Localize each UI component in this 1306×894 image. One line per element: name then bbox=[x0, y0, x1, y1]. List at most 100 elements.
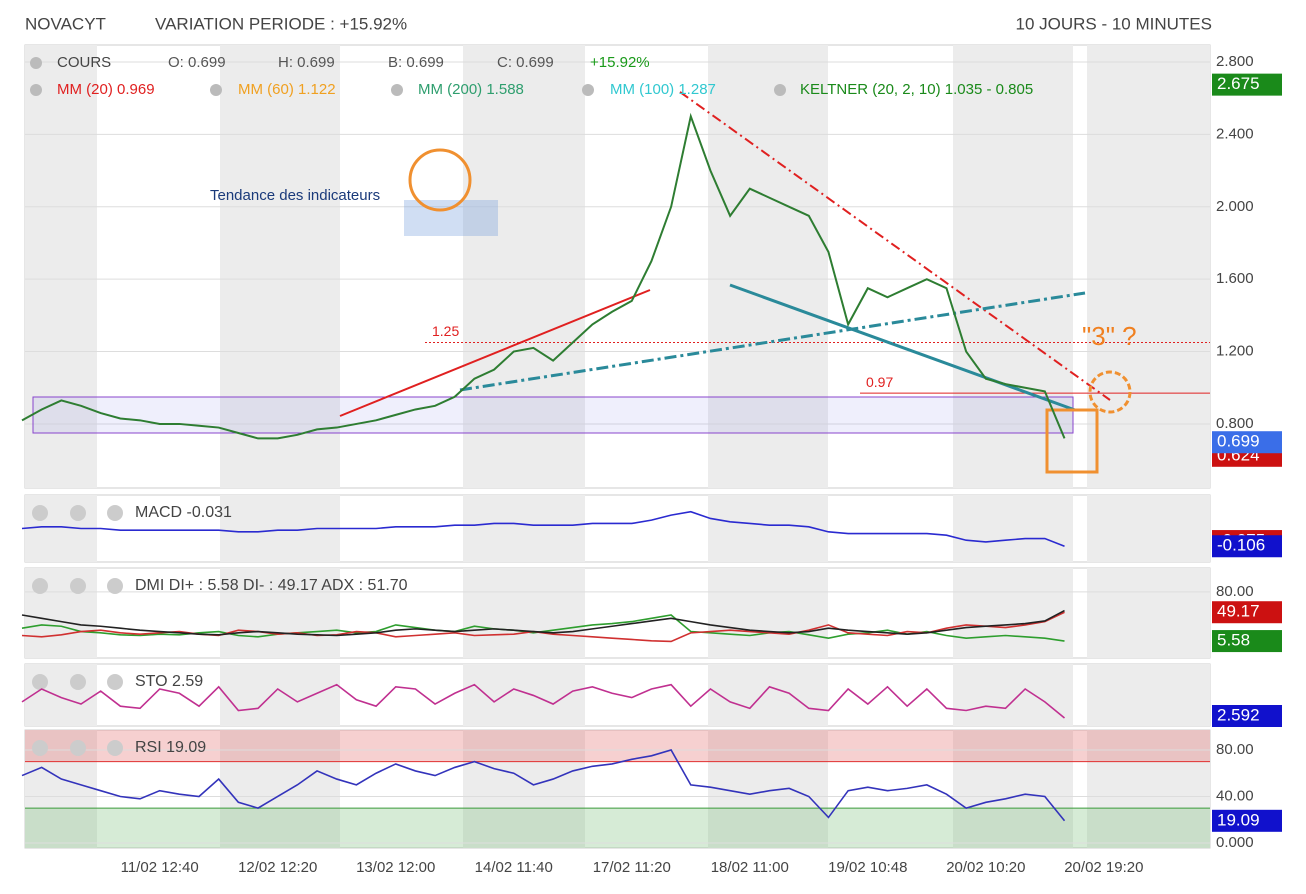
oversold-zone bbox=[25, 808, 1210, 848]
value-badge bbox=[1212, 601, 1282, 624]
trend-line bbox=[679, 91, 1111, 401]
panel-icon bbox=[70, 505, 86, 521]
day-shade bbox=[220, 568, 340, 658]
y-tick-label: 2.400 bbox=[1216, 125, 1254, 142]
range-box bbox=[32, 396, 1074, 434]
value-badge-label: 5.58 bbox=[1217, 631, 1250, 650]
panel-icon bbox=[32, 740, 48, 756]
series-line bbox=[21, 609, 1065, 637]
panel-icon bbox=[70, 740, 86, 756]
panel-icon bbox=[107, 674, 123, 690]
legend-entry: MM (20) 0.969 bbox=[57, 81, 155, 98]
day-shade bbox=[953, 45, 1073, 488]
y-tick-label: 2.800 bbox=[1216, 53, 1254, 70]
day-shade bbox=[1087, 568, 1210, 658]
y-tick-label: 80.00 bbox=[1216, 741, 1254, 758]
legend-entry: B: 0.699 bbox=[388, 54, 444, 71]
annotation: "3" ? bbox=[1082, 321, 1137, 351]
panel-title: RSI 19.09 bbox=[135, 739, 206, 756]
annotation: Tendance des indicateurs bbox=[210, 187, 380, 204]
x-tick-label: 11/02 12:40 bbox=[121, 859, 199, 876]
value-badge-label: 19.09 bbox=[1217, 810, 1260, 829]
legend-entry: C: 0.699 bbox=[497, 54, 554, 71]
settings-icon bbox=[582, 84, 594, 96]
day-shade bbox=[1087, 495, 1210, 562]
settings-icon bbox=[30, 84, 42, 96]
y-tick-label: 0.800 bbox=[1216, 415, 1254, 432]
panel-icon bbox=[107, 578, 123, 594]
hint-circle bbox=[1088, 370, 1132, 414]
settings-icon bbox=[30, 57, 42, 69]
x-tick-label: 18/02 11:00 bbox=[711, 859, 789, 876]
panel-title: MACD -0.031 bbox=[135, 504, 232, 521]
day-shade bbox=[463, 568, 585, 658]
panel-icon bbox=[107, 740, 123, 756]
trend-line bbox=[339, 289, 651, 417]
day-shade bbox=[953, 568, 1073, 658]
day-shade bbox=[463, 495, 585, 562]
value-badge bbox=[1212, 73, 1282, 96]
panel-icon bbox=[70, 578, 86, 594]
panel-icon bbox=[32, 505, 48, 521]
day-shade bbox=[25, 664, 97, 726]
y-tick-label: 0.000 bbox=[1216, 834, 1254, 851]
panel-title: STO 2.59 bbox=[135, 673, 203, 690]
y-tick-label: 1.600 bbox=[1216, 270, 1254, 287]
day-shade bbox=[708, 45, 828, 488]
stock-name: NOVACYT bbox=[25, 14, 106, 33]
series-line bbox=[21, 112, 1066, 440]
panel-title: DMI DI+ : 5.58 DI- : 49.17 ADX : 51.70 bbox=[135, 577, 408, 594]
y-tick-label: 80.00 bbox=[1216, 583, 1254, 600]
value-badge-label: 49.17 bbox=[1217, 602, 1260, 621]
panel-icon bbox=[70, 674, 86, 690]
settings-icon bbox=[774, 84, 786, 96]
x-tick-label: 17/02 11:20 bbox=[593, 859, 671, 876]
legend-entry: O: 0.699 bbox=[168, 54, 226, 71]
x-tick-label: 13/02 12:00 bbox=[356, 859, 435, 876]
day-shade bbox=[708, 495, 828, 562]
day-shade bbox=[1087, 45, 1210, 488]
legend-entry: +15.92% bbox=[590, 54, 650, 71]
series-line bbox=[21, 683, 1066, 719]
day-shade bbox=[708, 568, 828, 658]
value-badge bbox=[1212, 809, 1282, 832]
panel-icon bbox=[32, 674, 48, 690]
legend-entry: MM (200) 1.588 bbox=[418, 81, 524, 98]
day-shade bbox=[953, 495, 1073, 562]
value-badge bbox=[1212, 535, 1282, 558]
series-line bbox=[21, 510, 1065, 547]
hint-box bbox=[1045, 408, 1099, 474]
legend-entry: H: 0.699 bbox=[278, 54, 335, 71]
day-shade bbox=[1087, 664, 1210, 726]
panel-icon bbox=[107, 505, 123, 521]
value-badge bbox=[1212, 705, 1282, 727]
settings-icon bbox=[210, 84, 222, 96]
value-badge bbox=[1212, 630, 1282, 653]
x-tick-label: 20/02 10:20 bbox=[946, 859, 1025, 876]
hint-circle bbox=[408, 148, 472, 212]
value-badge-label: 2.675 bbox=[1217, 74, 1260, 93]
y-tick-label: 1.200 bbox=[1216, 343, 1254, 360]
panel-icon bbox=[32, 578, 48, 594]
x-tick-label: 20/02 19:20 bbox=[1064, 859, 1143, 876]
legend-entry: KELTNER (20, 2, 10) 1.035 - 0.805 bbox=[800, 81, 1033, 98]
value-badge-label: -0.106 bbox=[1217, 536, 1265, 555]
hint-box bbox=[404, 200, 498, 236]
legend-entry: MM (100) 1.287 bbox=[610, 81, 716, 98]
x-tick-label: 12/02 12:20 bbox=[238, 859, 317, 876]
day-shade bbox=[953, 664, 1073, 726]
day-shade bbox=[25, 45, 97, 488]
day-shade bbox=[463, 45, 585, 488]
value-badge-label: 0.699 bbox=[1217, 432, 1260, 451]
variation: VARIATION PERIODE : +15.92% bbox=[155, 14, 407, 33]
series-line bbox=[21, 749, 1066, 822]
value-badge-label: 2.592 bbox=[1217, 705, 1260, 724]
level-label: 0.97 bbox=[866, 374, 893, 390]
trend-line bbox=[459, 291, 1086, 392]
settings-icon bbox=[391, 84, 403, 96]
day-shade bbox=[708, 664, 828, 726]
trend-line bbox=[729, 283, 1076, 412]
y-tick-label: 40.00 bbox=[1216, 787, 1254, 804]
day-shade bbox=[220, 664, 340, 726]
